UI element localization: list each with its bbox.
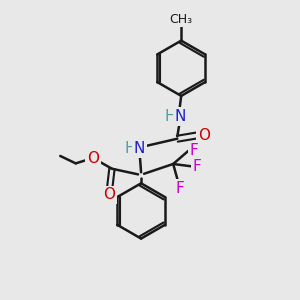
Text: O: O — [87, 151, 99, 166]
Text: O: O — [103, 188, 115, 202]
Text: H: H — [124, 141, 136, 156]
Text: F: F — [189, 142, 198, 158]
Text: N: N — [134, 141, 145, 156]
Text: CH₃: CH₃ — [169, 13, 193, 26]
Text: F: F — [176, 181, 184, 196]
Text: H: H — [165, 109, 176, 124]
Text: N: N — [175, 109, 186, 124]
Text: F: F — [193, 159, 201, 174]
Text: O: O — [198, 128, 210, 142]
